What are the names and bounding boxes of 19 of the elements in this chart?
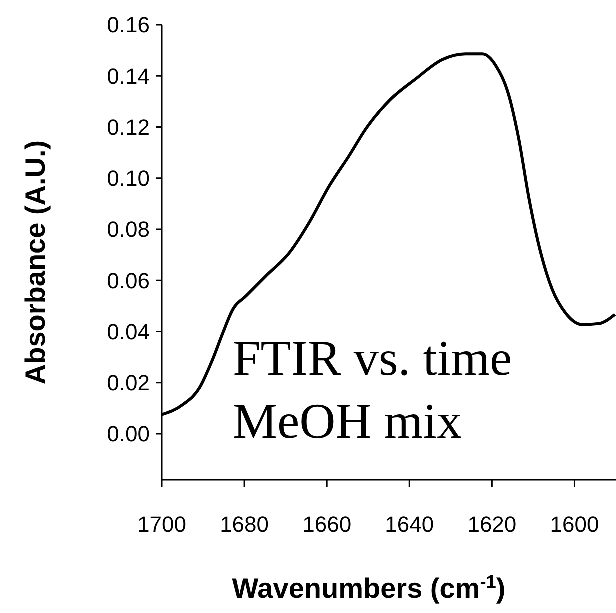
x-tick-label: 1600 xyxy=(550,512,600,537)
annotation: MeOH mix xyxy=(233,393,462,449)
y-axis-title: Absorbance (A.U.) xyxy=(20,140,51,385)
x-tick-label: 1700 xyxy=(138,512,186,537)
annotation: FTIR vs. time xyxy=(233,330,512,386)
x-tick-label: 1620 xyxy=(468,512,517,537)
y-tick-label: 0.04 xyxy=(107,319,150,344)
y-tick-label: 0.02 xyxy=(107,370,150,396)
x-tick-label: 1660 xyxy=(302,512,352,537)
x-axis-title: Wavenumbers (cm$^{-1}$) xyxy=(232,572,506,604)
y-tick-label: 0.08 xyxy=(107,217,150,242)
y-tick-label: 0.16 xyxy=(107,12,150,38)
x-tick-label: 1640 xyxy=(385,512,434,537)
x-tick-label: 1680 xyxy=(220,512,270,537)
y-tick-label: 0.10 xyxy=(107,166,150,192)
y-tick-label: 0.06 xyxy=(107,268,150,294)
y-tick-label: 0.00 xyxy=(107,422,150,447)
y-tick-label: 0.12 xyxy=(107,114,150,140)
y-tick-label: 0.14 xyxy=(107,64,150,89)
